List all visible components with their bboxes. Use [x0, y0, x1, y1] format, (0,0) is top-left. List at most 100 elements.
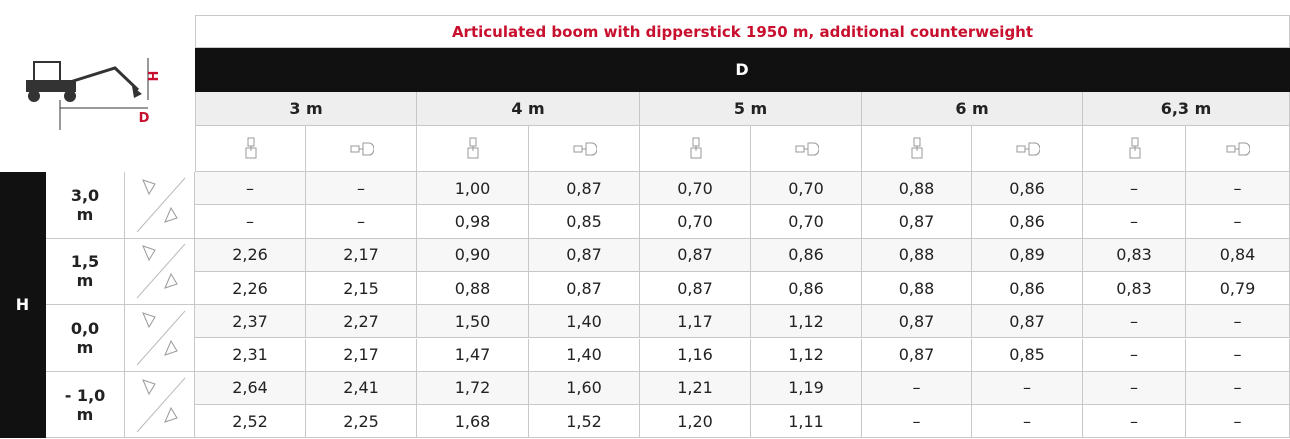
load-icon — [573, 137, 597, 161]
load-icon — [239, 137, 263, 161]
direction-icon — [125, 239, 195, 306]
value-cell: 0,70 — [640, 172, 751, 205]
value-cell: 1,68 — [417, 405, 529, 438]
value-cell: 0,87 — [640, 239, 751, 272]
value-cell: 1,12 — [751, 339, 862, 372]
value-cell: – — [195, 205, 306, 238]
value-cell: 0,86 — [972, 205, 1083, 238]
value-cell: 2,64 — [195, 372, 306, 405]
value-cell: 1,12 — [751, 305, 862, 338]
value-cell: – — [1083, 305, 1186, 338]
load-icon — [1016, 137, 1040, 161]
value-cell: – — [1186, 339, 1290, 372]
height-label: 0,0 m — [46, 305, 125, 372]
diagram-d: D — [139, 111, 150, 126]
value-cell: 2,41 — [306, 372, 417, 405]
value-cell: – — [1083, 372, 1186, 405]
value-cell: 2,15 — [306, 272, 417, 305]
value-cell: 1,72 — [417, 372, 529, 405]
distance-header: 6,3 m — [1083, 92, 1290, 126]
value-cell: 0,83 — [1083, 272, 1186, 305]
value-cell: 0,98 — [417, 205, 529, 238]
d-header: D — [195, 48, 1290, 92]
value-cell: 0,86 — [972, 272, 1083, 305]
value-cell: – — [972, 372, 1083, 405]
diagram-h: H — [147, 71, 162, 82]
value-cell: 2,17 — [306, 239, 417, 272]
value-cell: 0,70 — [640, 205, 751, 238]
value-cell: 0,89 — [972, 239, 1083, 272]
page: H D Articulated boom with dipperstick 19… — [0, 0, 1290, 439]
value-cell: 1,47 — [417, 339, 529, 372]
value-cell: 2,27 — [306, 305, 417, 338]
value-cell: 0,87 — [972, 305, 1083, 338]
value-cell: 0,88 — [862, 239, 972, 272]
value-cell: – — [1186, 172, 1290, 205]
value-cell: 2,26 — [195, 239, 306, 272]
direction-icon — [125, 372, 195, 439]
value-cell: 0,87 — [862, 305, 972, 338]
value-cell: – — [195, 172, 306, 205]
load-icon — [684, 137, 708, 161]
load-icon — [905, 137, 929, 161]
value-cell: 0,86 — [751, 239, 862, 272]
value-cell: 1,50 — [417, 305, 529, 338]
value-cell: 0,87 — [529, 172, 640, 205]
direction-icon — [125, 305, 195, 372]
value-cell: – — [1186, 305, 1290, 338]
value-cell: – — [862, 405, 972, 438]
direction-icon — [125, 172, 195, 239]
value-cell: 1,11 — [751, 405, 862, 438]
value-cell: 1,17 — [640, 305, 751, 338]
value-cell: – — [1186, 405, 1290, 438]
value-cell: 0,86 — [972, 172, 1083, 205]
value-cell: 2,17 — [306, 339, 417, 372]
value-cell: 1,40 — [529, 305, 640, 338]
value-cell: – — [862, 372, 972, 405]
load-icon — [350, 137, 374, 161]
value-cell: 1,40 — [529, 339, 640, 372]
value-cell: 1,20 — [640, 405, 751, 438]
value-cell: 2,52 — [195, 405, 306, 438]
height-label: 1,5 m — [46, 239, 125, 306]
value-cell: 0,88 — [417, 272, 529, 305]
value-cell: 0,79 — [1186, 272, 1290, 305]
value-cell: 1,00 — [417, 172, 529, 205]
value-cell: – — [1186, 372, 1290, 405]
value-cell: 0,83 — [1083, 239, 1186, 272]
value-cell: 0,87 — [862, 339, 972, 372]
value-cell: – — [1186, 205, 1290, 238]
value-cell: 0,84 — [1186, 239, 1290, 272]
value-cell: 1,19 — [751, 372, 862, 405]
value-cell: – — [972, 405, 1083, 438]
value-cell: 0,85 — [529, 205, 640, 238]
value-cell: 0,86 — [751, 272, 862, 305]
value-cell: 2,31 — [195, 339, 306, 372]
value-cell: 0,87 — [640, 272, 751, 305]
distance-header: 3 m — [195, 92, 417, 126]
value-cell: – — [1083, 172, 1186, 205]
distance-header: 5 m — [640, 92, 862, 126]
load-icon — [461, 137, 485, 161]
distance-header: 6 m — [862, 92, 1083, 126]
value-cell: 1,21 — [640, 372, 751, 405]
load-icon — [795, 137, 819, 161]
value-cell: 1,60 — [529, 372, 640, 405]
value-cell: 0,87 — [529, 272, 640, 305]
value-cell: 2,26 — [195, 272, 306, 305]
value-cell: – — [306, 205, 417, 238]
value-cell: 0,88 — [862, 272, 972, 305]
value-cell: 2,37 — [195, 305, 306, 338]
value-cell: – — [1083, 205, 1186, 238]
distance-header: 4 m — [417, 92, 640, 126]
h-header: H — [0, 172, 46, 438]
value-cell: 1,16 — [640, 339, 751, 372]
value-cell: 0,85 — [972, 339, 1083, 372]
value-cell: 1,52 — [529, 405, 640, 438]
value-cell: – — [1083, 405, 1186, 438]
height-label: 3,0 m — [46, 172, 125, 239]
value-cell: – — [306, 172, 417, 205]
value-cell: 0,87 — [862, 205, 972, 238]
value-cell: – — [1083, 339, 1186, 372]
load-icon — [1226, 137, 1250, 161]
